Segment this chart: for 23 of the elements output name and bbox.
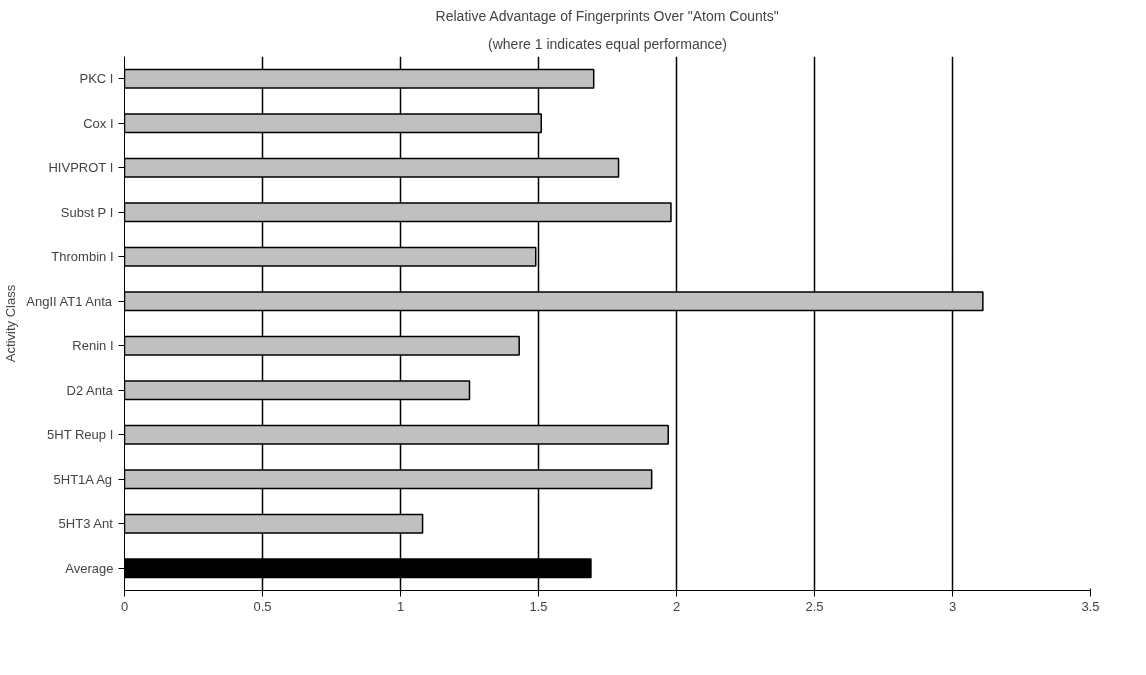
y-tick-label: PKC I [79,71,114,87]
y-tick-label: Thrombin I [51,249,114,265]
x-tick-label: 3.5 [1081,598,1100,614]
y-tick-label: Cox I [83,115,114,131]
x-tick-label: 1.5 [529,598,548,614]
x-tick-label: 0.5 [253,598,272,614]
y-tick-label: D2 Anta [66,382,114,398]
chart-subtitle: (where 1 indicates equal performance) [488,35,727,52]
y-tick-label: 5HT Reup I [47,427,114,443]
chart-title: Relative Advantage of Fingerprints Over "Atom Counts" [435,7,779,24]
y-axis-title: Activity Class [3,284,19,363]
x-tick-label: 2.5 [805,598,824,614]
x-tick-label: 0 [120,598,129,614]
x-tick-label: 3 [948,598,957,614]
x-tick-label: 1 [396,598,405,614]
y-tick-label: AngII AT1 Anta [26,293,113,309]
y-tick-label: HIVPROT I [48,160,114,176]
x-tick-label: 2 [672,598,681,614]
y-tick-label: 5HT1A Ag [53,471,113,487]
y-tick-label: Renin I [72,338,114,354]
y-tick-label: Average [65,560,114,576]
y-tick-label: Subst P I [60,204,114,220]
y-tick-label: 5HT3 Ant [58,516,114,532]
